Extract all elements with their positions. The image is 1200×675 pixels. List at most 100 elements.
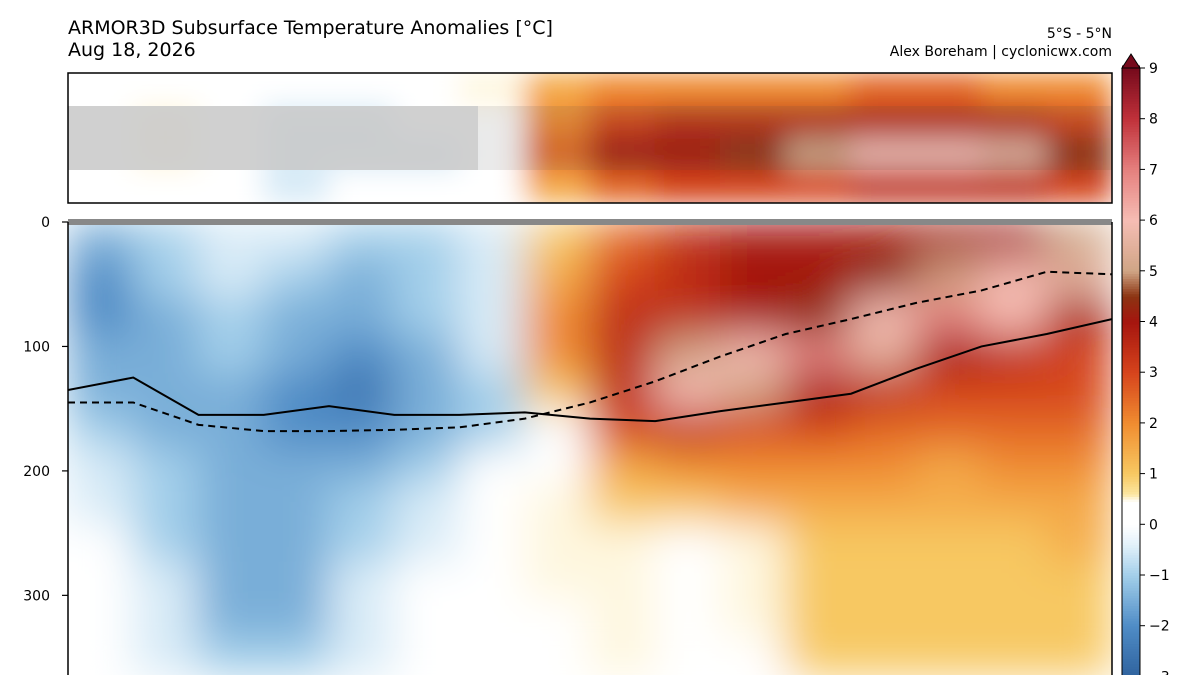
field-cell: [328, 410, 395, 449]
colorbar-step: [1122, 141, 1140, 145]
colorbar-step: [1122, 209, 1140, 214]
map-cell: [68, 73, 134, 106]
colorbar-step: [1122, 151, 1140, 155]
colorbar-step: [1122, 245, 1140, 249]
colorbar-step: [1122, 630, 1140, 634]
field-cell: [1046, 410, 1112, 449]
map-cell: [785, 137, 852, 171]
field-cell: [915, 599, 982, 638]
colorbar-step: [1122, 400, 1140, 404]
colorbar-step: [1122, 549, 1140, 553]
map-cell: [524, 105, 591, 139]
colorbar-step: [1122, 369, 1140, 373]
colorbar-step: [1122, 131, 1140, 135]
field-cell: [459, 259, 526, 298]
colorbar-step: [1122, 587, 1140, 591]
field-cell: [589, 334, 656, 374]
field-cell: [263, 410, 330, 449]
colorbar-step: [1122, 70, 1140, 74]
field-cell: [132, 259, 199, 298]
colorbar-step: [1122, 473, 1140, 477]
colorbar-step: [1122, 671, 1140, 675]
colorbar-step: [1122, 372, 1140, 376]
map-cell: [981, 105, 1048, 139]
field-cell: [524, 636, 591, 675]
colorbar-step: [1122, 331, 1140, 335]
colorbar-step: [1122, 174, 1140, 178]
colorbar-step: [1122, 521, 1140, 525]
field-cell: [198, 599, 265, 638]
field-cell: [589, 259, 656, 298]
field-cell: [263, 297, 330, 336]
field-cell: [785, 297, 852, 336]
colorbar-step: [1122, 427, 1140, 432]
field-cell: [132, 636, 199, 675]
field-cell: [1046, 599, 1112, 638]
y-tick-label: 0: [41, 215, 50, 231]
colorbar-step: [1122, 435, 1140, 439]
field-cell: [393, 448, 460, 487]
colorbar-tick-label: −1: [1149, 568, 1170, 584]
field-cell: [459, 523, 526, 563]
field-cell: [1046, 448, 1112, 487]
map-cell: [720, 105, 787, 139]
colorbar-step: [1122, 280, 1140, 285]
field-cell: [198, 485, 265, 525]
region-band: [68, 106, 478, 170]
colorbar-step: [1122, 324, 1140, 328]
colorbar-step: [1122, 187, 1140, 191]
map-cell: [850, 73, 917, 106]
map-cell: [1046, 170, 1112, 203]
field-cell: [785, 372, 852, 412]
colorbar-step: [1122, 618, 1140, 622]
colorbar-step: [1122, 397, 1140, 401]
field-cell: [132, 561, 199, 600]
field-cell: [68, 485, 134, 525]
field-cell: [459, 410, 526, 449]
field-cell: [459, 372, 526, 412]
colorbar-step: [1122, 415, 1140, 419]
field-cell: [198, 372, 265, 412]
colorbar-step: [1122, 301, 1140, 305]
colorbar-step: [1122, 88, 1140, 92]
surface-bar: [68, 219, 1112, 225]
colorbar-step: [1122, 232, 1140, 236]
field-cell: [850, 410, 917, 449]
colorbar-step: [1122, 177, 1140, 181]
colorbar-step: [1122, 296, 1140, 300]
colorbar-step: [1122, 192, 1140, 196]
y-tick-label: 200: [23, 464, 50, 480]
colorbar-step: [1122, 607, 1140, 612]
colorbar-step: [1122, 326, 1140, 330]
map-cell: [654, 105, 721, 139]
field-cell: [393, 523, 460, 563]
colorbar-step: [1122, 73, 1140, 77]
colorbar-step: [1122, 382, 1140, 386]
colorbar-step: [1122, 450, 1140, 454]
colorbar-step: [1122, 258, 1140, 262]
field-cell: [68, 372, 134, 412]
colorbar-step: [1122, 653, 1140, 657]
map-cell: [589, 170, 656, 203]
y-tick-label: 300: [23, 588, 50, 604]
colorbar-step: [1122, 136, 1140, 140]
field-cell: [524, 259, 591, 298]
colorbar-step: [1122, 316, 1140, 320]
colorbar-step: [1122, 453, 1140, 457]
y-tick-label: 100: [23, 339, 50, 355]
field-cell: [68, 448, 134, 487]
colorbar-step: [1122, 595, 1140, 599]
colorbar-step: [1122, 389, 1140, 394]
field-cell: [198, 222, 265, 261]
colorbar-step: [1122, 557, 1140, 561]
map-cell: [328, 170, 395, 203]
colorbar-step: [1122, 405, 1140, 409]
colorbar-step: [1122, 514, 1140, 518]
chart-subtitle: Aug 18, 2026: [68, 39, 196, 61]
field-cell: [850, 222, 917, 261]
map-cell: [393, 170, 460, 203]
colorbar-step: [1122, 341, 1140, 345]
map-cell: [132, 170, 199, 203]
field-cell: [589, 372, 656, 412]
colorbar: −3 −2 −1 0 1 2 3 4 5 6 7 8 9: [1121, 53, 1170, 675]
